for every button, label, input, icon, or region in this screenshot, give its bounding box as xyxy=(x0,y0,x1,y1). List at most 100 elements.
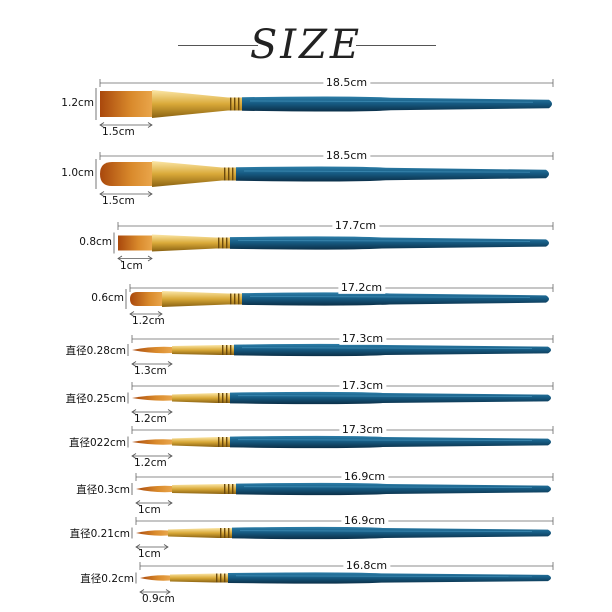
brush-handle xyxy=(234,343,551,357)
brush-ferrule xyxy=(170,573,228,583)
ferrule-crimp xyxy=(232,167,234,181)
brush-length-label: 16.8cm xyxy=(342,558,391,572)
brush-tip-size-label: 1.0cm xyxy=(61,167,94,179)
brush-length-label: 18.5cm xyxy=(322,75,371,89)
ferrule-crimp xyxy=(220,573,222,583)
brush-ferrule xyxy=(172,345,234,355)
brush-tip-size-label: 直径0.2cm xyxy=(80,573,134,585)
brush-handle xyxy=(230,236,549,250)
brush-tip-width-label: 1.2cm xyxy=(132,315,165,327)
ferrule-crimp xyxy=(230,293,232,305)
ferrule-crimp xyxy=(216,573,218,583)
brush-bristles xyxy=(132,439,172,445)
ferrule-crimp xyxy=(222,393,224,403)
ferrule-crimp xyxy=(218,393,220,403)
arrow-head xyxy=(135,500,141,506)
brush-ferrule xyxy=(168,528,232,538)
handle-highlight xyxy=(243,486,533,489)
brush-tip-width-label: 1.2cm xyxy=(134,457,167,469)
brush-tip-size-label: 0.8cm xyxy=(79,236,112,248)
ferrule-crimp xyxy=(234,293,236,305)
handle-highlight xyxy=(249,100,534,103)
arrow-head xyxy=(167,361,173,367)
ferrule-crimp xyxy=(226,345,228,355)
brush-tip-size-label: 1.2cm xyxy=(61,97,94,109)
brush-ferrule xyxy=(172,484,236,494)
brush-ferrule xyxy=(152,90,242,118)
brush-bristles xyxy=(100,162,152,186)
title-right-rule xyxy=(356,45,436,46)
brush-8 xyxy=(131,473,554,506)
brush-length-label: 17.3cm xyxy=(338,331,387,345)
brush-ferrule xyxy=(172,437,230,447)
arrow-head xyxy=(99,191,105,197)
brush-tip-size-label: 直径0.25cm xyxy=(65,393,126,405)
brush-length-label: 16.9cm xyxy=(340,513,389,527)
handle-highlight xyxy=(249,295,531,298)
arrow-head xyxy=(131,361,137,367)
brush-bristles xyxy=(136,530,168,536)
brush-length-label: 17.2cm xyxy=(337,280,386,294)
brush-bristles xyxy=(136,485,172,493)
brush-handle xyxy=(242,96,552,112)
brush-length-label: 17.3cm xyxy=(338,378,387,392)
ferrule-crimp xyxy=(234,97,236,111)
brush-5 xyxy=(127,335,554,367)
brush-7 xyxy=(127,426,554,459)
brush-tip-width-label: 1.5cm xyxy=(102,195,135,207)
ferrule-crimp xyxy=(228,528,230,538)
brush-10 xyxy=(135,562,554,595)
brush-length-label: 16.9cm xyxy=(340,469,389,483)
handle-highlight xyxy=(237,395,533,398)
brush-tip-size-label: 直径0.28cm xyxy=(65,345,126,357)
brush-handle xyxy=(236,482,551,496)
brush-tip-size-label: 直径0.3cm xyxy=(76,484,130,496)
ferrule-crimp xyxy=(222,345,224,355)
arrow-head xyxy=(163,544,169,550)
brush-tip-size-label: 直径0.21cm xyxy=(69,528,130,540)
brush-tip-width-label: 1cm xyxy=(120,259,143,272)
arrow-head xyxy=(147,191,153,197)
brush-handle xyxy=(228,572,551,584)
arrow-head xyxy=(167,500,173,506)
brush-ferrule xyxy=(152,234,230,252)
ferrule-crimp xyxy=(224,484,226,494)
brush-3 xyxy=(113,222,554,262)
arrow-head xyxy=(139,589,145,595)
ferrule-crimp xyxy=(226,393,228,403)
brush-length-label: 17.3cm xyxy=(338,422,387,436)
brush-tip-width-label: 1cm xyxy=(138,548,161,560)
handle-highlight xyxy=(237,239,531,242)
brush-handle xyxy=(232,526,551,540)
arrow-head xyxy=(147,122,153,128)
brush-tip-width-label: 1cm xyxy=(138,504,161,516)
brush-tip-size-label: 0.6cm xyxy=(91,292,124,304)
ferrule-crimp xyxy=(224,573,226,583)
brush-length-label: 18.5cm xyxy=(322,148,371,162)
arrow-head xyxy=(165,589,171,595)
ferrule-crimp xyxy=(222,237,224,249)
ferrule-crimp xyxy=(222,437,224,447)
ferrule-crimp xyxy=(226,437,228,447)
brush-ferrule xyxy=(172,393,230,403)
brush-bristles xyxy=(100,91,152,117)
arrow-head xyxy=(99,122,105,128)
brush-tip-width-label: 1.3cm xyxy=(134,365,167,377)
brush-handle xyxy=(242,292,549,306)
ferrule-crimp xyxy=(224,167,226,181)
ferrule-crimp xyxy=(238,97,240,111)
brush-4 xyxy=(125,284,554,317)
handle-highlight xyxy=(241,347,533,350)
brush-bristles xyxy=(130,292,162,306)
brush-handle xyxy=(230,435,551,449)
handle-highlight xyxy=(239,530,533,533)
handle-highlight xyxy=(237,439,533,442)
brush-length-label: 17.7cm xyxy=(331,218,380,232)
ferrule-crimp xyxy=(224,528,226,538)
arrow-head xyxy=(131,453,137,459)
arrow-head xyxy=(157,311,163,317)
brush-tip-width-label: 0.9cm xyxy=(142,593,175,605)
ferrule-crimp xyxy=(230,97,232,111)
brush-tip-size-label: 直径022cm xyxy=(68,437,126,449)
